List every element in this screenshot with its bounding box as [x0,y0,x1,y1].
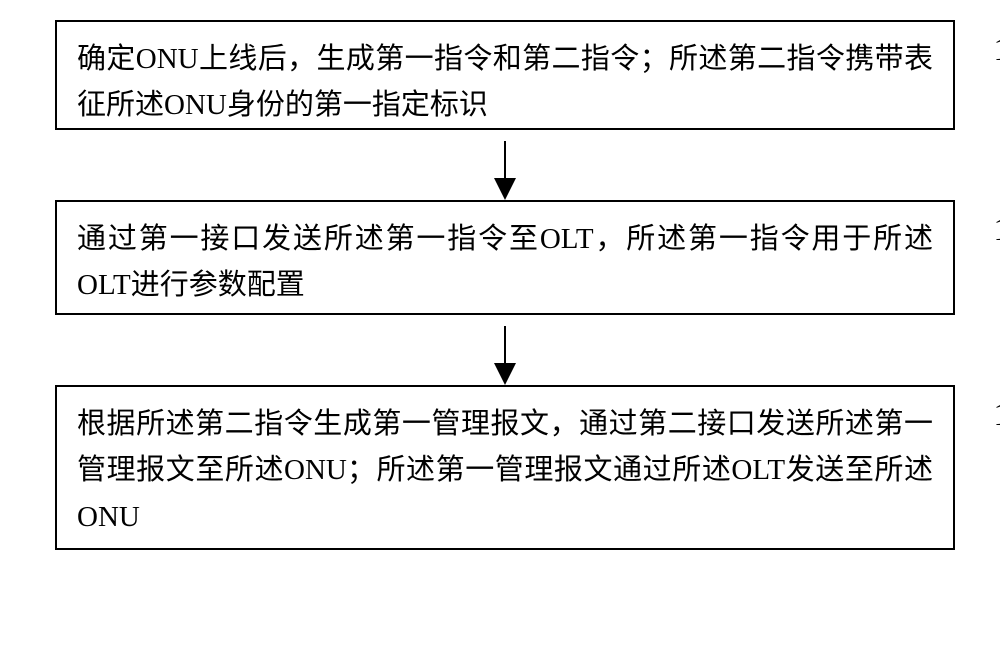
flowchart-step-2: 通过第一接口发送所述第一指令至OLT，所述第一指令用于所述OLT进行参数配置 1… [55,200,955,315]
arrow-head [494,178,516,200]
arrow-2-to-3 [55,315,955,385]
flowchart-step-3: 根据所述第二指令生成第一管理报文，通过第二接口发送所述第一管理报文至所述ONU；… [55,385,955,550]
flowchart-step-1: 确定ONU上线后，生成第一指令和第二指令；所述第二指令携带表征所述ONU身份的第… [55,20,955,130]
flowchart-container: 确定ONU上线后，生成第一指令和第二指令；所述第二指令携带表征所述ONU身份的第… [55,20,955,550]
step-2-label: 102 [994,204,1000,257]
step-3-text: 根据所述第二指令生成第一管理报文，通过第二接口发送所述第一管理报文至所述ONU；… [77,408,933,533]
arrow-head [494,363,516,385]
step-2-text: 通过第一接口发送所述第一指令至OLT，所述第一指令用于所述OLT进行参数配置 [77,223,933,301]
step-1-text: 确定ONU上线后，生成第一指令和第二指令；所述第二指令携带表征所述ONU身份的第… [77,43,933,121]
step-3-label: 103 [994,389,1000,442]
arrow-1-to-2 [55,130,955,200]
step-1-label: 101 [994,24,1000,77]
